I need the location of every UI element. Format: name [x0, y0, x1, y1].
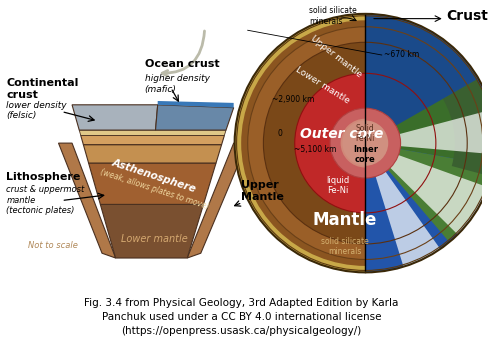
Wedge shape — [248, 27, 365, 259]
Text: lower density
(felsic): lower density (felsic) — [6, 101, 67, 120]
Wedge shape — [365, 16, 477, 143]
Polygon shape — [83, 144, 222, 163]
Text: Upper
Mantle: Upper Mantle — [242, 180, 284, 202]
Polygon shape — [100, 204, 203, 258]
Circle shape — [330, 108, 401, 178]
Text: Inner
core: Inner core — [353, 145, 378, 164]
Wedge shape — [330, 108, 365, 178]
Wedge shape — [365, 33, 494, 165]
Wedge shape — [365, 143, 488, 235]
Polygon shape — [79, 130, 226, 136]
Text: Asthenosphere: Asthenosphere — [111, 157, 198, 194]
Wedge shape — [365, 143, 492, 241]
Text: Lithosphere: Lithosphere — [6, 172, 81, 182]
Text: crust & uppermost
mantle
(tectonic plates): crust & uppermost mantle (tectonic plate… — [6, 185, 84, 215]
Wedge shape — [263, 42, 365, 244]
Text: Mantle: Mantle — [313, 211, 377, 229]
Circle shape — [342, 120, 388, 166]
Text: Solid
Fe-Ni: Solid Fe-Ni — [356, 124, 375, 143]
Polygon shape — [187, 143, 247, 258]
Text: Crust: Crust — [447, 9, 489, 23]
Text: Outer core: Outer core — [300, 127, 384, 141]
Text: Continental
crust: Continental crust — [6, 78, 79, 100]
Wedge shape — [235, 14, 365, 272]
Polygon shape — [81, 136, 224, 144]
Text: ~5,100 km: ~5,100 km — [294, 145, 336, 154]
Wedge shape — [443, 79, 494, 176]
Wedge shape — [295, 73, 365, 213]
Wedge shape — [365, 143, 440, 267]
Text: ~670 km: ~670 km — [384, 50, 419, 58]
Text: Lower mantle: Lower mantle — [294, 65, 351, 106]
Wedge shape — [365, 110, 496, 154]
Text: solid silicate
minerals: solid silicate minerals — [309, 6, 357, 25]
Polygon shape — [158, 101, 234, 108]
Text: solid silicate
minerals: solid silicate minerals — [321, 237, 369, 256]
Polygon shape — [156, 105, 234, 130]
Wedge shape — [340, 119, 365, 168]
Polygon shape — [72, 105, 158, 130]
Text: ~2,900 km: ~2,900 km — [272, 95, 315, 104]
Text: Upper mantle: Upper mantle — [309, 34, 364, 79]
Text: (weak, allows plates to move): (weak, allows plates to move) — [99, 167, 210, 211]
Text: liquid
Fe-Ni: liquid Fe-Ni — [327, 175, 350, 195]
Circle shape — [235, 14, 496, 272]
Text: Ocean crust: Ocean crust — [145, 59, 219, 69]
Polygon shape — [59, 143, 116, 258]
Text: higher density
(mafic): higher density (mafic) — [145, 74, 210, 94]
Polygon shape — [88, 163, 216, 204]
Wedge shape — [237, 16, 365, 270]
Text: Lower mantle: Lower mantle — [121, 234, 188, 244]
Text: Fig. 3.4 from Physical Geology, 3rd Adapted Edition by Karla
Panchuk used under : Fig. 3.4 from Physical Geology, 3rd Adap… — [84, 298, 399, 336]
Text: 0: 0 — [278, 129, 283, 138]
Text: Not to scale: Not to scale — [28, 241, 79, 250]
